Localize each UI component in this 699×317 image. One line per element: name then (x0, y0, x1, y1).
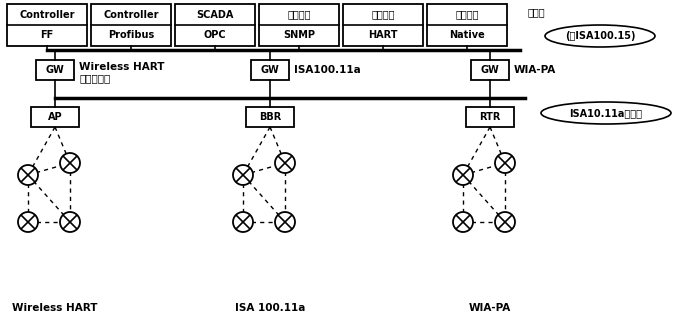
Text: GW: GW (481, 65, 499, 75)
Circle shape (18, 165, 38, 185)
Bar (251, 60, 289, 80)
Text: 资产管理: 资产管理 (371, 10, 395, 20)
Bar (427, 4, 507, 46)
Text: Controller: Controller (103, 10, 159, 20)
Circle shape (275, 212, 295, 232)
Bar (259, 4, 339, 46)
Text: 单逻辑网络: 单逻辑网络 (79, 73, 110, 83)
Text: 网络管理: 网络管理 (287, 10, 311, 20)
Text: SCADA: SCADA (196, 10, 233, 20)
Bar (31, 107, 79, 127)
Text: HART: HART (368, 30, 398, 41)
Circle shape (18, 212, 38, 232)
Text: Wireless HART: Wireless HART (13, 303, 98, 313)
Circle shape (453, 165, 473, 185)
Text: Controller: Controller (20, 10, 75, 20)
Circle shape (495, 153, 515, 173)
Bar (466, 107, 514, 127)
Circle shape (233, 165, 253, 185)
Text: WIA-PA: WIA-PA (514, 65, 556, 75)
Text: GW: GW (261, 65, 280, 75)
Text: ISA10.11a骨干网: ISA10.11a骨干网 (570, 108, 642, 118)
Circle shape (60, 153, 80, 173)
Text: AP: AP (48, 112, 62, 122)
Text: GW: GW (45, 65, 64, 75)
Bar (175, 4, 255, 46)
Text: Profibus: Profibus (108, 30, 154, 41)
Text: 配置工具: 配置工具 (455, 10, 479, 20)
Circle shape (275, 153, 295, 173)
Text: ISA 100.11a: ISA 100.11a (235, 303, 305, 313)
Circle shape (453, 212, 473, 232)
Bar (343, 4, 423, 46)
Text: SNMP: SNMP (283, 30, 315, 41)
Bar (36, 60, 74, 80)
Text: ISA100.11a: ISA100.11a (294, 65, 361, 75)
Text: Wireless HART: Wireless HART (79, 62, 164, 72)
Text: RTR: RTR (480, 112, 500, 122)
Circle shape (495, 212, 515, 232)
Text: OPC: OPC (203, 30, 226, 41)
Text: Native: Native (449, 30, 485, 41)
Bar (91, 4, 171, 46)
Bar (246, 107, 294, 127)
Bar (471, 60, 509, 80)
Circle shape (233, 212, 253, 232)
Bar (7, 4, 87, 46)
Text: WIA-PA: WIA-PA (469, 303, 511, 313)
Text: 回传网: 回传网 (528, 7, 546, 17)
Text: FF: FF (41, 30, 54, 41)
Text: (即ISA100.15): (即ISA100.15) (565, 31, 635, 41)
Text: BBR: BBR (259, 112, 281, 122)
Circle shape (60, 212, 80, 232)
